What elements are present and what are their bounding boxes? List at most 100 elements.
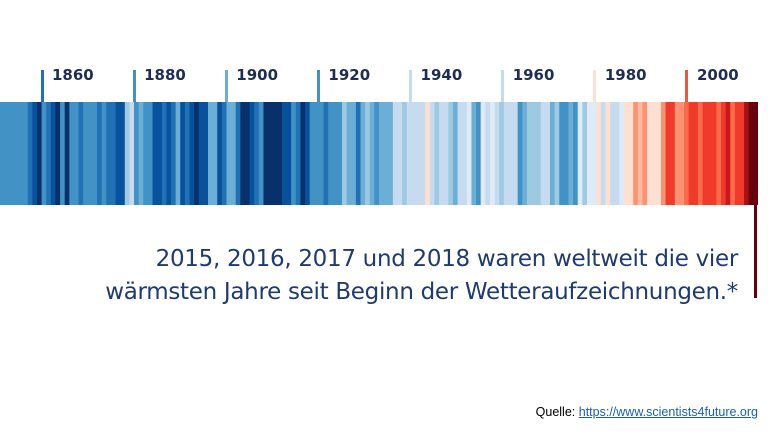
stripe	[337, 102, 343, 205]
stripe	[129, 102, 135, 205]
stripe	[161, 102, 167, 205]
tick-mark	[224, 70, 228, 102]
stripe	[420, 102, 426, 205]
stripe	[563, 102, 570, 205]
tick-mark	[685, 70, 689, 102]
stripe	[379, 102, 385, 205]
stripe	[240, 102, 246, 205]
stripe	[226, 102, 232, 205]
stripe	[480, 102, 486, 205]
stripe	[300, 102, 306, 205]
stripe	[665, 102, 671, 205]
stripe	[0, 102, 6, 205]
stripe	[730, 102, 736, 205]
stripe	[586, 102, 593, 205]
stripe	[526, 102, 533, 205]
stripe	[397, 102, 403, 205]
stripe	[647, 102, 653, 205]
stripe	[670, 102, 676, 205]
stripe	[517, 102, 523, 205]
caption-line-2: wärmsten Jahre seit Beginn der Wetterauf…	[105, 279, 738, 305]
stripe	[674, 102, 681, 205]
stripe	[471, 102, 477, 205]
stripe	[744, 102, 750, 205]
stripe	[175, 102, 181, 205]
stripe	[411, 102, 417, 205]
stripe	[429, 102, 436, 205]
stripe	[244, 102, 251, 205]
stripe	[184, 102, 191, 205]
stripe	[388, 102, 394, 205]
stripe	[716, 102, 722, 205]
stripe	[360, 102, 366, 205]
stripe	[281, 102, 288, 205]
source-credit: Quelle: https://www.scientists4future.or…	[536, 405, 758, 419]
source-link[interactable]: https://www.scientists4future.org	[578, 405, 758, 419]
stripe	[207, 102, 214, 205]
stripe	[295, 102, 302, 205]
stripe	[342, 102, 348, 205]
stripe	[13, 102, 20, 205]
stripe	[138, 102, 144, 205]
stripe	[97, 102, 103, 205]
stripe	[23, 102, 29, 205]
stripe	[725, 102, 731, 205]
stripe	[540, 102, 546, 205]
stripe	[448, 102, 454, 205]
stripe	[171, 102, 177, 205]
stripe	[684, 102, 690, 205]
stripe	[263, 102, 269, 205]
stripe	[443, 102, 449, 205]
stripe	[277, 102, 283, 205]
stripe	[78, 102, 84, 205]
stripe	[554, 102, 560, 205]
stripe	[221, 102, 228, 205]
stripe	[166, 102, 172, 205]
stripe	[203, 102, 209, 205]
stripe	[707, 102, 713, 205]
stripe	[499, 102, 505, 205]
stripe	[198, 102, 204, 205]
tick-mark	[132, 70, 136, 102]
stripe	[545, 102, 551, 205]
stripe	[87, 102, 94, 205]
stripe	[235, 102, 241, 205]
tick-label: 1940	[420, 66, 463, 84]
tick-label: 1920	[328, 66, 371, 84]
stripe	[124, 102, 131, 205]
stripe	[73, 102, 80, 205]
stripe	[32, 102, 38, 205]
stripe	[212, 102, 218, 205]
stripe	[656, 102, 662, 205]
stripe	[365, 102, 371, 205]
stripe	[582, 102, 588, 205]
stripe	[101, 102, 107, 205]
stripe	[494, 102, 500, 205]
stripe	[623, 102, 630, 205]
stripe	[328, 102, 334, 205]
stripe	[452, 102, 459, 205]
tick-label: 1860	[52, 66, 94, 84]
stripe	[522, 102, 528, 205]
stripe	[27, 102, 33, 205]
stripe	[508, 102, 514, 205]
stripe	[64, 102, 70, 205]
tick-mark	[409, 70, 413, 102]
stripe	[314, 102, 320, 205]
stripe	[92, 102, 98, 205]
stripe	[4, 102, 10, 205]
stripe	[258, 102, 265, 205]
stripe	[679, 102, 685, 205]
stripe	[249, 102, 255, 205]
stripe	[425, 102, 431, 205]
stripe	[462, 102, 468, 205]
stripe	[610, 102, 616, 205]
stripe	[628, 102, 634, 205]
tick-mark	[501, 70, 505, 102]
stripe	[217, 102, 223, 205]
stripe	[143, 102, 149, 205]
stripe	[351, 102, 357, 205]
stripe	[503, 102, 510, 205]
stripe	[693, 102, 699, 205]
tick-label: 1880	[144, 66, 186, 84]
